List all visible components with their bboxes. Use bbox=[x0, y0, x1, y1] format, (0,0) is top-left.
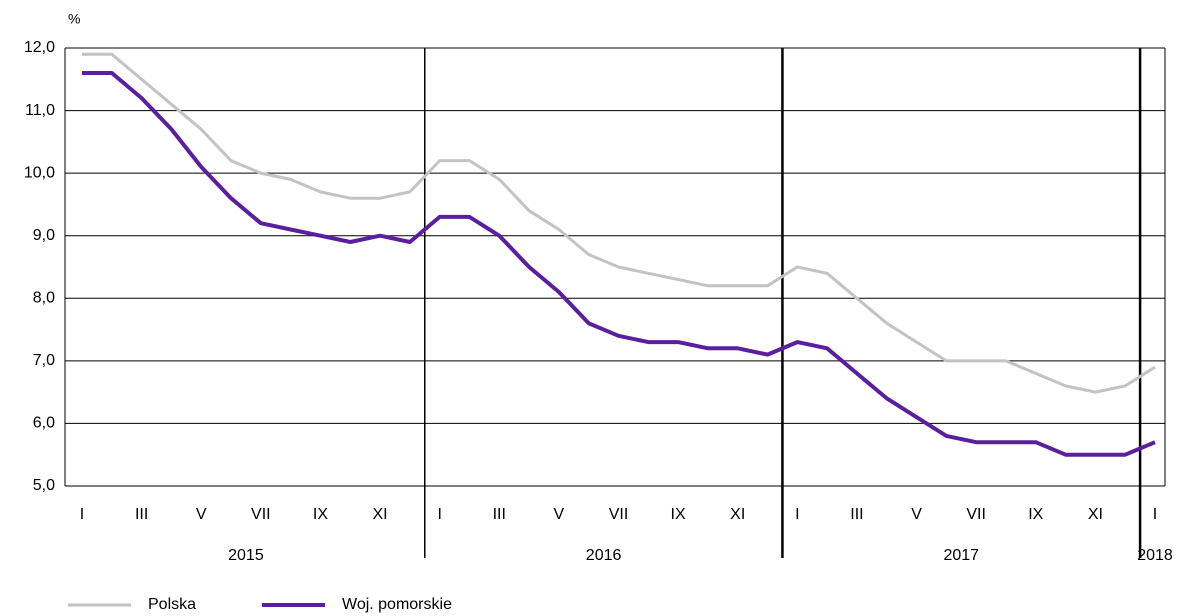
y-tick-label: 9,0 bbox=[33, 227, 55, 244]
x-tick-label: XI bbox=[1088, 506, 1103, 523]
x-tick-label: III bbox=[850, 506, 863, 523]
y-axis-unit: % bbox=[68, 11, 80, 27]
x-tick-label: VII bbox=[609, 506, 629, 523]
series-line bbox=[82, 71, 1156, 457]
x-tick-label: V bbox=[554, 506, 565, 523]
series-line bbox=[82, 52, 1156, 394]
y-tick-label: 5,0 bbox=[33, 477, 55, 494]
y-tick-label: 10,0 bbox=[24, 164, 55, 181]
legend-label: Polska bbox=[148, 596, 196, 613]
x-tick-label: XI bbox=[372, 506, 387, 523]
x-tick-label: IX bbox=[313, 506, 328, 523]
x-tick-label: I bbox=[1153, 506, 1157, 523]
x-tick-label: IX bbox=[1028, 506, 1043, 523]
x-tick-label: VII bbox=[251, 506, 271, 523]
y-tick-label: 7,0 bbox=[33, 352, 55, 369]
x-tick-label: III bbox=[493, 506, 506, 523]
y-tick-label: 6,0 bbox=[33, 415, 55, 432]
x-tick-label: I bbox=[437, 506, 441, 523]
x-tick-label: IX bbox=[671, 506, 686, 523]
x-tick-label: III bbox=[135, 506, 148, 523]
x-tick-label: V bbox=[196, 506, 207, 523]
year-label: 2015 bbox=[228, 547, 264, 564]
x-tick-label: V bbox=[911, 506, 922, 523]
x-tick-label: XI bbox=[730, 506, 745, 523]
y-tick-label: 12,0 bbox=[24, 39, 55, 56]
y-tick-label: 8,0 bbox=[33, 290, 55, 307]
x-tick-label: VII bbox=[966, 506, 986, 523]
y-tick-label: 11,0 bbox=[25, 102, 55, 119]
x-tick-label: I bbox=[795, 506, 799, 523]
x-tick-label: I bbox=[80, 506, 84, 523]
year-label: 2016 bbox=[586, 547, 622, 564]
year-label: 2018 bbox=[1137, 547, 1173, 564]
year-label: 2017 bbox=[943, 547, 979, 564]
legend-label: Woj. pomorskie bbox=[342, 596, 452, 613]
